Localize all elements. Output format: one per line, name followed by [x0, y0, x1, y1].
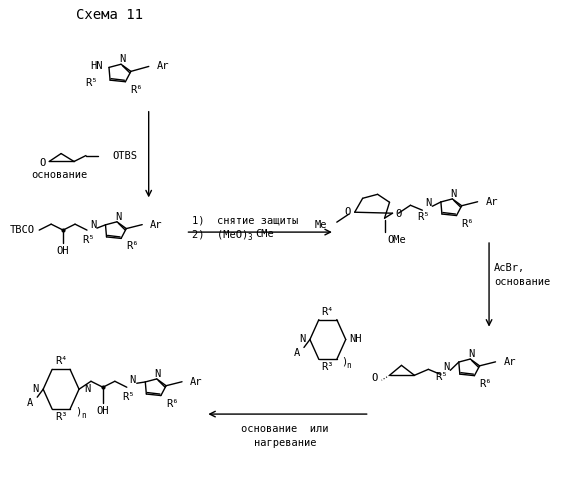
Text: A: A — [294, 348, 300, 358]
Text: R⁵: R⁵ — [122, 392, 134, 402]
Text: N: N — [300, 334, 306, 344]
Text: N: N — [115, 212, 121, 222]
Text: N: N — [84, 384, 91, 394]
Text: HN: HN — [91, 62, 103, 72]
Text: ): ) — [341, 356, 347, 366]
Text: N: N — [90, 220, 96, 230]
Text: Схема 11: Схема 11 — [76, 8, 143, 22]
Text: Ar: Ar — [157, 62, 169, 72]
Text: R⁶: R⁶ — [461, 218, 474, 228]
Text: N: N — [32, 384, 38, 394]
Text: Me: Me — [314, 220, 327, 230]
Text: NH: NH — [350, 334, 362, 344]
Text: O: O — [371, 374, 378, 384]
Text: 1)  снятие защиты: 1) снятие защиты — [193, 215, 299, 225]
Text: R⁵: R⁵ — [82, 235, 95, 245]
Text: R⁴: R⁴ — [55, 356, 67, 366]
Text: R³: R³ — [322, 362, 334, 372]
Text: N: N — [443, 362, 449, 372]
Text: N: N — [155, 369, 161, 379]
Text: 2)  (MeO): 2) (MeO) — [193, 229, 249, 239]
Text: O: O — [345, 207, 351, 217]
Text: N: N — [468, 349, 474, 359]
Text: основание: основание — [494, 277, 550, 287]
Text: основание  или: основание или — [241, 424, 329, 434]
Text: A: A — [27, 398, 33, 408]
Text: Ar: Ar — [485, 196, 498, 206]
Text: N: N — [130, 376, 136, 386]
Text: нагревание: нагревание — [254, 438, 317, 448]
Text: OH: OH — [57, 246, 69, 256]
Text: R⁶: R⁶ — [126, 242, 138, 252]
Text: R⁴: R⁴ — [322, 306, 334, 316]
Text: n: n — [347, 361, 352, 370]
Text: N: N — [119, 54, 125, 64]
Text: 3: 3 — [247, 232, 252, 241]
Text: Ar: Ar — [190, 376, 203, 386]
Text: Ar: Ar — [503, 357, 516, 367]
Text: CMe: CMe — [255, 229, 274, 239]
Text: R⁶: R⁶ — [479, 378, 492, 388]
Text: Ar: Ar — [150, 220, 163, 230]
Text: R⁶: R⁶ — [130, 84, 143, 94]
Text: OH: OH — [97, 406, 109, 416]
Text: TBCO: TBCO — [9, 225, 34, 235]
Text: R⁵: R⁵ — [418, 212, 430, 222]
Text: основание: основание — [32, 170, 88, 180]
Text: R⁵: R⁵ — [436, 372, 448, 382]
Text: R³: R³ — [55, 412, 67, 422]
Text: N: N — [425, 198, 432, 208]
Text: n: n — [81, 410, 86, 420]
Text: R⁶: R⁶ — [166, 398, 178, 408]
Text: O: O — [395, 209, 402, 219]
Text: N: N — [450, 189, 457, 199]
Text: AcBr,: AcBr, — [494, 263, 525, 273]
Text: OTBS: OTBS — [113, 150, 138, 160]
Text: R⁵: R⁵ — [86, 78, 98, 88]
Text: OMe: OMe — [388, 235, 406, 245]
Text: O: O — [39, 158, 46, 168]
Text: ): ) — [75, 406, 81, 416]
